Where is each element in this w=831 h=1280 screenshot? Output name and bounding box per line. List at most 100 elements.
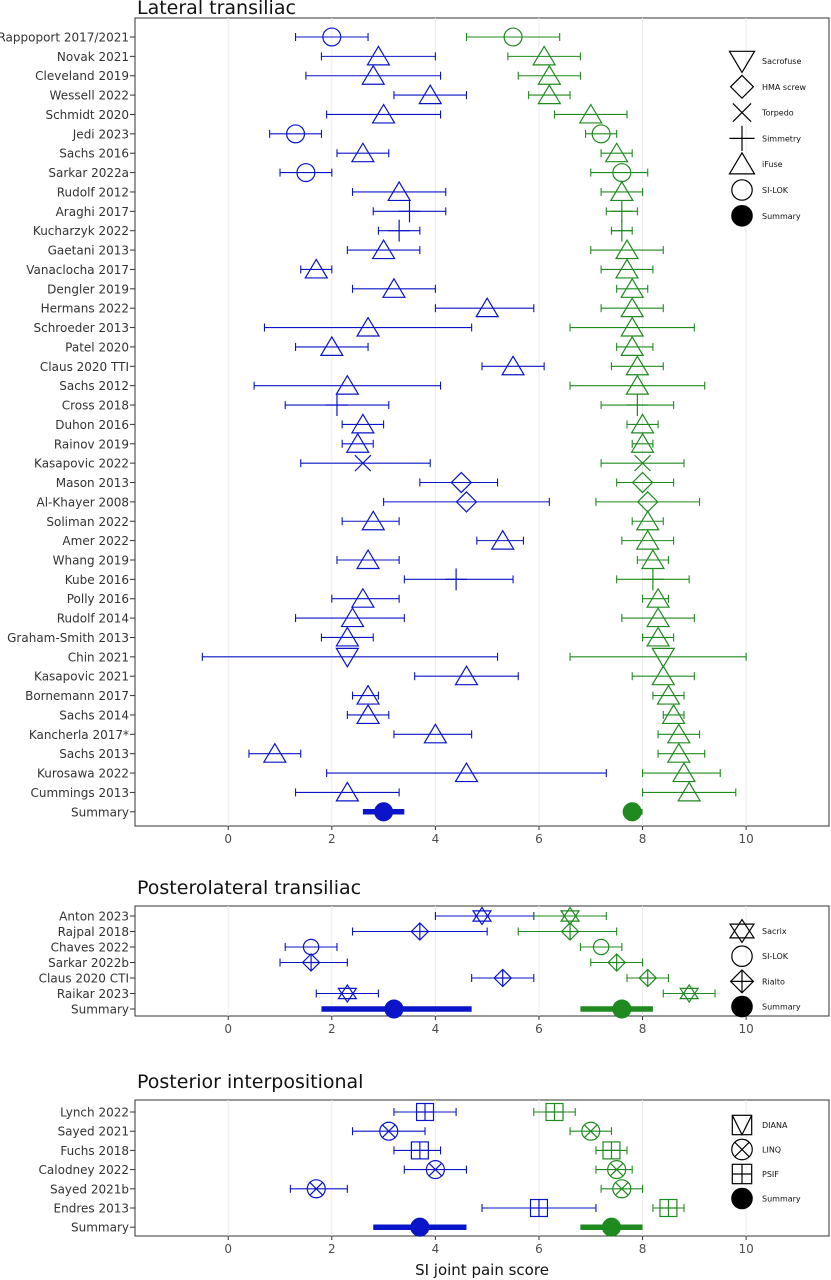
- legend: Sacrix SI-LOK Rialto Summary: [728, 918, 801, 1018]
- point-pre: [366, 45, 391, 66]
- point-post: [614, 258, 640, 279]
- ci-bar-pre: [331, 594, 400, 603]
- study-label: Amer 2022: [62, 534, 129, 548]
- point-post: [626, 394, 649, 417]
- x-tick-label: 4: [432, 1022, 440, 1036]
- ci-bar-post: [616, 478, 675, 487]
- point-pre: [304, 258, 329, 279]
- ci-bar-pre: [351, 284, 436, 293]
- point-pre: [335, 374, 360, 395]
- ci-bar-post: [621, 614, 695, 623]
- point-post: [591, 124, 611, 144]
- point-pre: [286, 124, 306, 144]
- ci-bar-pre: [295, 342, 369, 351]
- point-pre: [354, 454, 372, 472]
- legend-label: Rialto: [762, 977, 785, 986]
- point-post: [646, 626, 671, 647]
- ci-bar-pre: [295, 33, 369, 41]
- point-post: [612, 1179, 632, 1199]
- ci-bar-post: [569, 381, 706, 390]
- legend-label: iFuse: [762, 160, 783, 169]
- plot-frame: [134, 17, 830, 827]
- study-label: Kube 2016: [65, 573, 129, 587]
- ci-bar-pre: [346, 246, 421, 255]
- legend-symbol: [731, 945, 753, 967]
- ci-bar-post: [569, 323, 695, 332]
- point-post: [635, 529, 660, 550]
- x-tick-label: 8: [639, 832, 647, 846]
- point-pre: [454, 665, 479, 686]
- ci-bar-pre: [341, 420, 385, 429]
- point-pre: [350, 413, 375, 434]
- ci-bar-pre: [383, 497, 550, 506]
- ci-bar-post: [642, 633, 675, 642]
- study-label: Sachs 2016: [59, 147, 129, 161]
- ci-bar-post: [595, 497, 701, 506]
- panel-title: Posterolateral transiliac: [137, 877, 361, 899]
- study-label: Sachs 2013: [59, 747, 129, 761]
- ci-bar-pre: [253, 381, 442, 390]
- ci-bar-post: [517, 71, 581, 80]
- point-post: [631, 471, 654, 494]
- ci-bar-pre: [393, 91, 468, 100]
- point-pre: [418, 83, 443, 105]
- ci-bar-post: [616, 284, 649, 293]
- legend-label: SI-LOK: [762, 186, 789, 195]
- study-label: Rainov 2019: [54, 437, 129, 451]
- study-label: Calodney 2022: [39, 1163, 129, 1177]
- ci-bar-post: [657, 749, 706, 758]
- study-label: Rappoport 2017/2021: [0, 31, 129, 45]
- study-label: Summary: [71, 1003, 129, 1017]
- study-label: Kucharzyk 2022: [33, 224, 129, 238]
- legend-symbol: [731, 1163, 753, 1185]
- point-post: [651, 665, 676, 686]
- point-pre: [410, 1141, 429, 1160]
- study-label: Dengler 2019: [47, 282, 129, 296]
- legend-label: Sacrofuse: [762, 57, 801, 66]
- point-pre: [350, 587, 375, 608]
- point-pre: [415, 1102, 435, 1122]
- ci-bar-pre: [434, 304, 535, 313]
- point-pre: [454, 761, 479, 783]
- x-tick-label: 6: [535, 832, 543, 846]
- x-tick-label: 6: [535, 1242, 543, 1256]
- ci-bar-pre: [305, 71, 442, 80]
- legend-symbol: [732, 103, 752, 123]
- ci-bar-pre: [320, 52, 436, 61]
- study-label: Gaetani 2013: [48, 244, 129, 258]
- legend-label: LINQ: [762, 1146, 781, 1155]
- ci-bar-post: [465, 33, 561, 41]
- point-pre: [340, 606, 365, 628]
- study-label: Whang 2019: [53, 553, 129, 567]
- study-label: Lynch 2022: [60, 1106, 129, 1120]
- point-post: [607, 953, 627, 972]
- point-pre: [423, 723, 448, 744]
- x-tick-label: 4: [432, 1242, 440, 1256]
- ci-bar-pre: [336, 149, 390, 158]
- point-post: [560, 922, 580, 941]
- point-post: [661, 703, 686, 725]
- panel-1: Lateral transiliac 0 2 4 6 8 10 Rappoport 2017/…: [0, 0, 830, 846]
- ci-bar-pre: [481, 362, 545, 371]
- x-tick-label: 10: [738, 1242, 753, 1256]
- point-pre: [335, 626, 360, 647]
- ci-bar-post: [621, 536, 675, 545]
- ci-bar-post: [662, 710, 685, 719]
- point-post: [659, 1198, 678, 1218]
- point-post: [592, 938, 610, 956]
- legend-symbol: [728, 50, 756, 74]
- x-tick-label: 2: [328, 1242, 336, 1256]
- study-label: Kasapovic 2021: [34, 670, 129, 684]
- legend-symbol: [731, 179, 753, 201]
- legend: DIANA LINQ PSIF Summary: [731, 1114, 801, 1210]
- study-label: Rudolf 2014: [57, 612, 129, 626]
- point-post: [532, 45, 557, 66]
- point-pre: [361, 510, 386, 531]
- point-pre: [387, 180, 412, 202]
- point-pre: [455, 491, 478, 513]
- ci-bar-pre: [320, 633, 374, 642]
- point-post: [656, 684, 681, 705]
- x-tick-label: 10: [738, 1022, 753, 1036]
- summary-point-post: [601, 1217, 622, 1237]
- legend-symbol: [729, 74, 755, 100]
